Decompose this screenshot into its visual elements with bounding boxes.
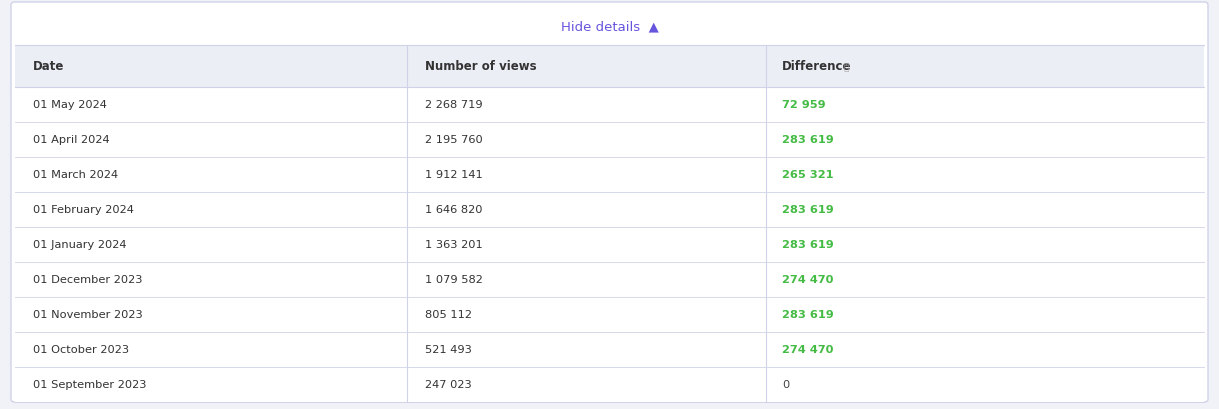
Bar — [15, 193, 1204, 227]
Bar — [15, 367, 1204, 402]
Text: 01 December 2023: 01 December 2023 — [33, 275, 143, 285]
Text: 01 April 2024: 01 April 2024 — [33, 135, 110, 145]
Bar — [15, 297, 1204, 332]
Text: 01 November 2023: 01 November 2023 — [33, 310, 143, 320]
Bar — [15, 332, 1204, 367]
Text: 265 321: 265 321 — [781, 170, 834, 180]
Text: 283 619: 283 619 — [781, 240, 834, 250]
Text: Number of views: Number of views — [425, 61, 536, 73]
Bar — [15, 46, 1204, 88]
Text: 01 September 2023: 01 September 2023 — [33, 380, 146, 389]
Text: 521 493: 521 493 — [425, 345, 472, 355]
Text: 1 912 141: 1 912 141 — [425, 170, 483, 180]
Text: 01 March 2024: 01 March 2024 — [33, 170, 118, 180]
Bar — [15, 227, 1204, 262]
Text: 72 959: 72 959 — [781, 100, 825, 110]
Text: Difference: Difference — [781, 61, 851, 73]
Text: 01 January 2024: 01 January 2024 — [33, 240, 127, 250]
Text: 1 646 820: 1 646 820 — [425, 205, 483, 215]
Text: 247 023: 247 023 — [425, 380, 472, 389]
Text: ⓘ: ⓘ — [844, 63, 850, 72]
Text: 283 619: 283 619 — [781, 135, 834, 145]
Text: 0: 0 — [781, 380, 789, 389]
Text: 01 May 2024: 01 May 2024 — [33, 100, 107, 110]
Text: 274 470: 274 470 — [781, 275, 834, 285]
Bar — [15, 88, 1204, 123]
Text: 1 079 582: 1 079 582 — [425, 275, 483, 285]
Text: 1 363 201: 1 363 201 — [425, 240, 483, 250]
Text: 283 619: 283 619 — [781, 310, 834, 320]
Text: Date: Date — [33, 61, 65, 73]
Text: 2 195 760: 2 195 760 — [425, 135, 483, 145]
Text: 283 619: 283 619 — [781, 205, 834, 215]
Bar — [15, 157, 1204, 193]
Bar — [15, 123, 1204, 157]
Text: 805 112: 805 112 — [425, 310, 472, 320]
Text: 2 268 719: 2 268 719 — [425, 100, 483, 110]
Text: 01 October 2023: 01 October 2023 — [33, 345, 129, 355]
Text: Hide details  ▲: Hide details ▲ — [561, 20, 658, 34]
Bar — [15, 262, 1204, 297]
Text: 01 February 2024: 01 February 2024 — [33, 205, 134, 215]
FancyBboxPatch shape — [11, 3, 1208, 402]
Text: 274 470: 274 470 — [781, 345, 834, 355]
